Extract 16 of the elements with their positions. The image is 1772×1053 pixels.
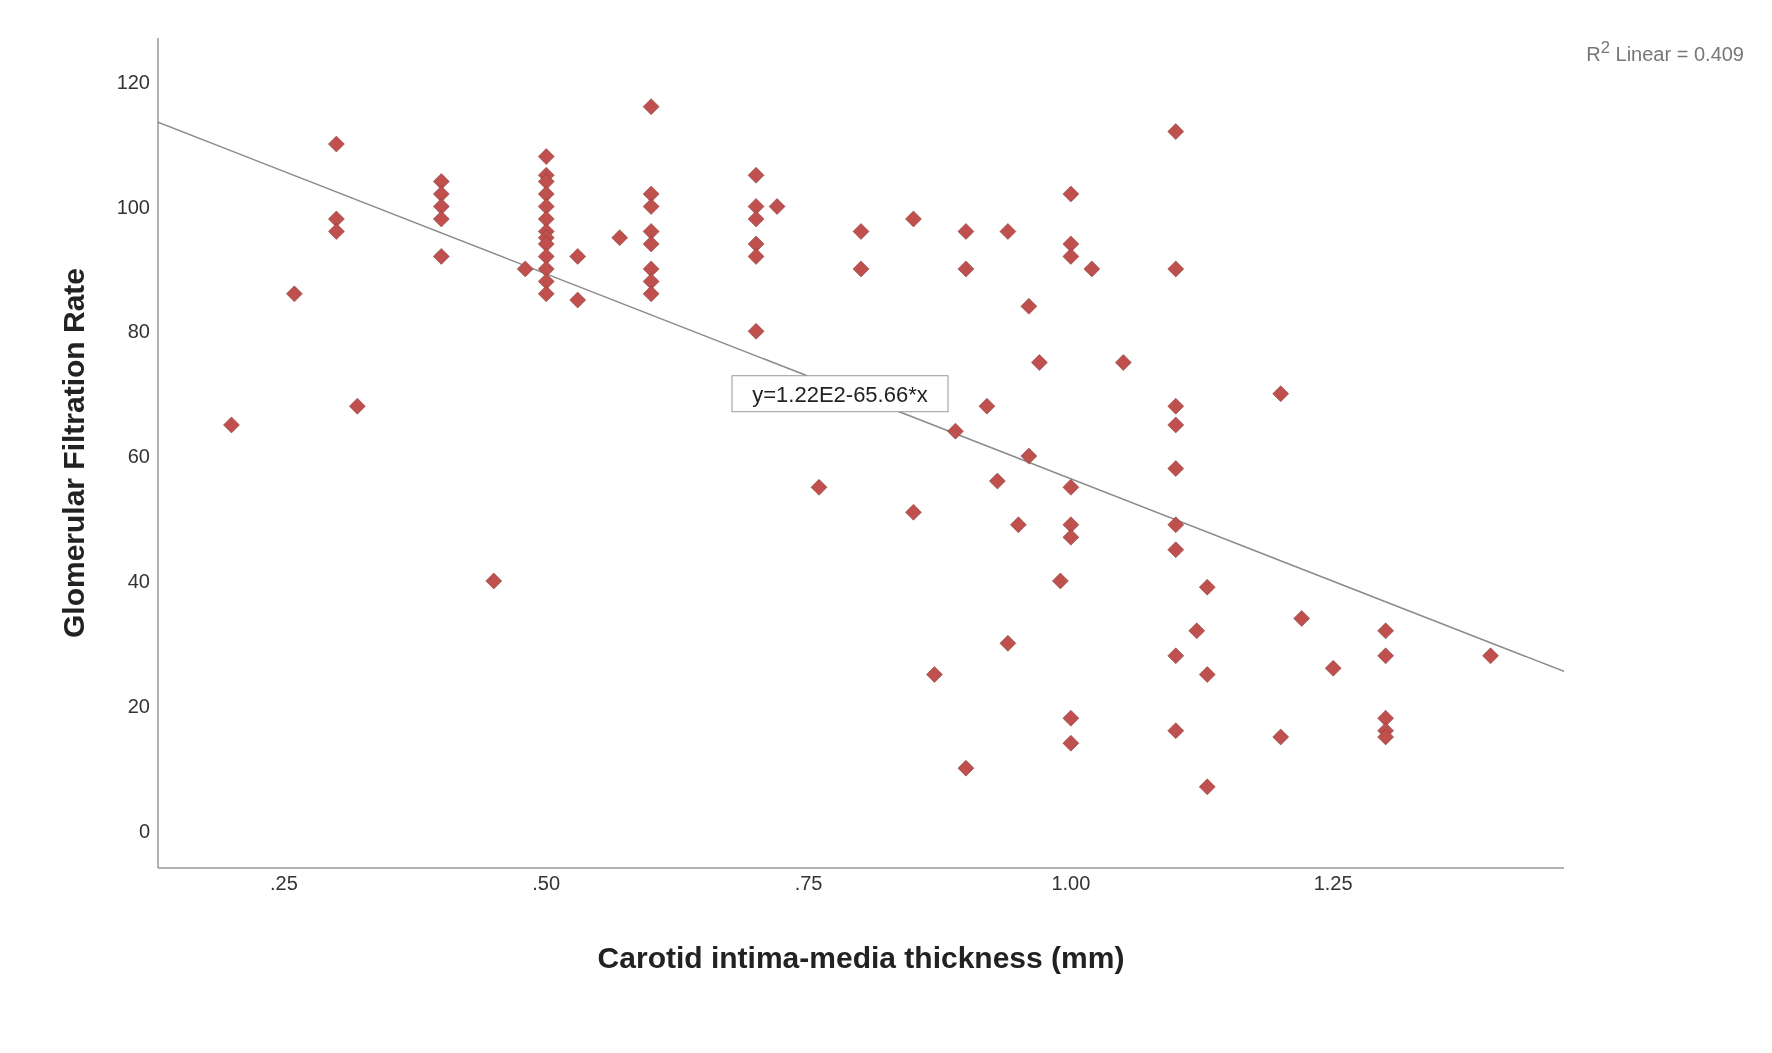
y-tick-label: 40	[127, 570, 150, 593]
y-tick-label: 120	[116, 70, 150, 93]
x-axis-title: Carotid intima-media thickness (mm)	[597, 941, 1125, 974]
y-tick-label: 0	[138, 819, 150, 842]
y-tick-label: 80	[127, 320, 150, 343]
y-tick-label: 20	[127, 694, 150, 717]
annotation: y=1.22E2-65.66*x	[752, 381, 928, 407]
x-tick-label: .25	[270, 872, 298, 895]
x-tick-label: 1.25	[1313, 872, 1353, 895]
y-tick-label: 60	[127, 445, 150, 468]
text: R$^{2}$ Linear = 0.409	[1586, 38, 1744, 66]
x-tick-label: .50	[532, 872, 561, 895]
y-axis-title: Glomerular Filtration Rate	[56, 267, 90, 639]
y-tick-label: 100	[116, 195, 150, 218]
x-tick-label: .75	[794, 872, 823, 895]
x-tick-label: 1.00	[1051, 872, 1091, 895]
